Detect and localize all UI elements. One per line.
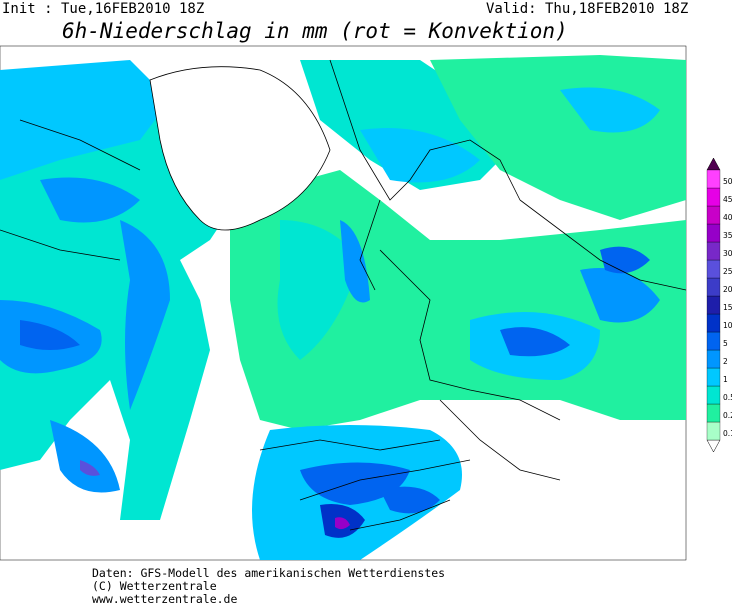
- precipitation-map: [0, 45, 687, 561]
- legend-cap: [706, 157, 721, 171]
- legend-cap: [706, 439, 721, 453]
- footer-line: Daten: GFS-Modell des amerikanischen Wet…: [92, 566, 445, 580]
- legend-label: 10: [723, 321, 732, 330]
- legend-swatch: [706, 259, 721, 279]
- legend-swatch: [706, 349, 721, 369]
- color-legend: 0.10.20.5125101520253035404550: [706, 157, 732, 453]
- legend-label: 0.1: [723, 429, 732, 438]
- footer-line: www.wetterzentrale.de: [92, 592, 237, 606]
- legend-label: 30: [723, 249, 732, 258]
- legend-label: 0.5: [723, 393, 732, 402]
- legend-swatch: [706, 277, 721, 297]
- legend-label: 50: [723, 177, 732, 186]
- legend-swatch: [706, 421, 721, 441]
- legend-swatch: [706, 295, 721, 315]
- legend-swatch: [706, 241, 721, 261]
- legend-label: 20: [723, 285, 732, 294]
- legend-swatch: [706, 205, 721, 225]
- legend-label: 15: [723, 303, 732, 312]
- legend-label: 2: [723, 357, 728, 366]
- valid-time: Valid: Thu,18FEB2010 18Z: [486, 1, 688, 17]
- legend-swatch: [706, 331, 721, 351]
- legend-swatch: [706, 385, 721, 405]
- legend-label: 25: [723, 267, 732, 276]
- legend-label: 35: [723, 231, 732, 240]
- legend-label: 45: [723, 195, 732, 204]
- legend-swatch: [706, 367, 721, 387]
- legend-swatch: [706, 403, 721, 423]
- legend-label: 0.2: [723, 411, 732, 420]
- legend-swatch: [706, 313, 721, 333]
- footer-line: (C) Wetterzentrale: [92, 579, 217, 593]
- legend-swatch: [706, 169, 721, 189]
- init-time: Init : Tue,16FEB2010 18Z: [2, 1, 204, 17]
- map-title: 6h-Niederschlag in mm (rot = Konvektion): [62, 19, 568, 43]
- legend-label: 40: [723, 213, 732, 222]
- legend-swatch: [706, 187, 721, 207]
- legend-label: 5: [723, 339, 728, 348]
- legend-label: 1: [723, 375, 728, 384]
- legend-swatch: [706, 223, 721, 243]
